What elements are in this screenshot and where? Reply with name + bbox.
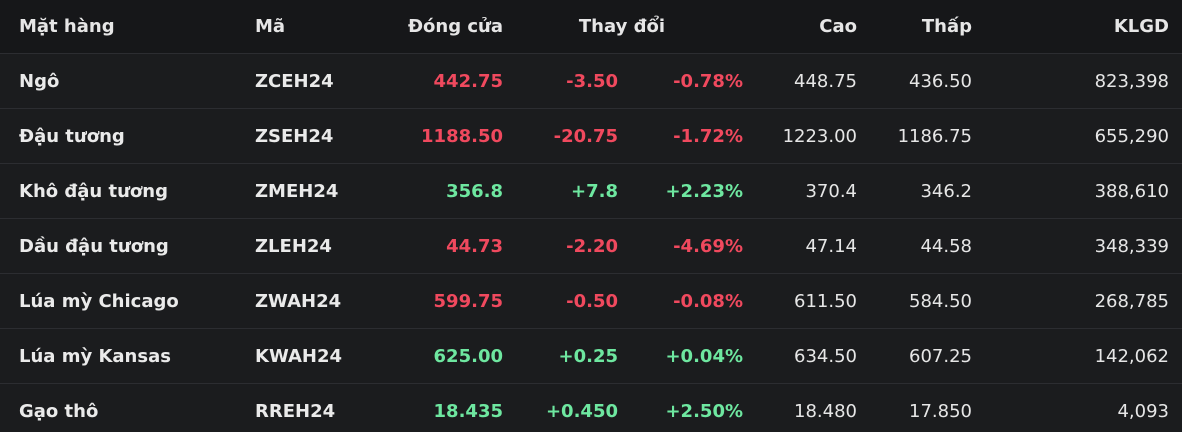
table-row[interactable]: Ngô ZCEH24 442.75 -3.50 -0.78% 448.75 436.50 82…: [0, 54, 1182, 109]
trade-volume: 268,785: [1094, 290, 1169, 312]
price-change: +0.450: [545, 400, 618, 422]
high-price: 18.480: [794, 400, 857, 422]
trade-volume: 142,062: [1094, 345, 1169, 367]
high-price: 370.4: [805, 180, 857, 202]
price-change: +0.25: [558, 345, 619, 367]
commodity-code: ZSEH24: [255, 125, 334, 147]
trade-volume: 823,398: [1094, 70, 1169, 92]
commodity-code: ZCEH24: [255, 70, 334, 92]
close-price: 44.73: [446, 235, 503, 257]
header-code[interactable]: Mã: [255, 16, 286, 37]
header-low[interactable]: Thấp: [921, 16, 972, 37]
table-row[interactable]: Lúa mỳ Kansas KWAH24 625.00 +0.25 +0.04% 634.…: [0, 329, 1182, 384]
commodity-code: KWAH24: [255, 345, 343, 367]
low-price: 436.50: [909, 70, 972, 92]
commodity-name: Lúa mỳ Chicago: [19, 290, 179, 312]
commodity-code: ZMEH24: [255, 180, 339, 202]
trade-volume: 4,093: [1117, 400, 1169, 422]
header-close[interactable]: Đóng cửa: [407, 16, 503, 37]
commodity-name: Lúa mỳ Kansas: [19, 345, 171, 367]
price-change: +7.8: [571, 180, 618, 202]
commodity-name: Dầu đậu tương: [19, 235, 169, 257]
table-row[interactable]: Khô đậu tương ZMEH24 356.8 +7.8 +2.23% 370.4 3…: [0, 164, 1182, 219]
trade-volume: 388,610: [1094, 180, 1169, 202]
high-price: 634.50: [794, 345, 857, 367]
high-price: 611.50: [794, 290, 857, 312]
percent-change: -0.78%: [673, 70, 743, 92]
percent-change: +2.23%: [665, 180, 743, 202]
table-row[interactable]: Dầu đậu tương ZLEH24 44.73 -2.20 -4.69% 47.14…: [0, 219, 1182, 274]
price-change: -20.75: [553, 125, 618, 147]
header-name[interactable]: Mặt hàng: [19, 16, 115, 37]
close-price: 442.75: [433, 70, 503, 92]
percent-change: -4.69%: [673, 235, 743, 257]
percent-change: +0.04%: [665, 345, 743, 367]
low-price: 44.58: [920, 235, 972, 257]
commodity-name: Ngô: [19, 70, 60, 92]
low-price: 1186.75: [897, 125, 972, 147]
table-row[interactable]: Lúa mỳ Chicago ZWAH24 599.75 -0.50 -0.08% 611…: [0, 274, 1182, 329]
commodity-name: Khô đậu tương: [19, 180, 168, 202]
close-price: 18.435: [433, 400, 503, 422]
close-price: 625.00: [433, 345, 503, 367]
close-price: 356.8: [446, 180, 503, 202]
header-high[interactable]: Cao: [819, 16, 857, 37]
percent-change: -0.08%: [673, 290, 743, 312]
high-price: 47.14: [805, 235, 857, 257]
commodity-name: Gạo thô: [19, 400, 99, 422]
header-change[interactable]: Thay đổi: [578, 16, 665, 37]
percent-change: +2.50%: [665, 400, 743, 422]
low-price: 607.25: [909, 345, 972, 367]
price-change: -0.50: [566, 290, 618, 312]
table-row[interactable]: Gạo thô RREH24 18.435 +0.450 +2.50% 18.480 17.…: [0, 384, 1182, 432]
commodity-name: Đậu tương: [19, 125, 125, 147]
price-change: -3.50: [566, 70, 618, 92]
low-price: 17.850: [909, 400, 972, 422]
trade-volume: 655,290: [1094, 125, 1169, 147]
price-change: -2.20: [566, 235, 618, 257]
table-body: Ngô ZCEH24 442.75 -3.50 -0.78% 448.75 436.50 82…: [0, 54, 1182, 432]
header-volume[interactable]: KLGD: [1113, 16, 1169, 37]
low-price: 584.50: [909, 290, 972, 312]
high-price: 1223.00: [782, 125, 857, 147]
commodity-code: RREH24: [255, 400, 336, 422]
close-price: 599.75: [433, 290, 503, 312]
commodity-code: ZWAH24: [255, 290, 342, 312]
high-price: 448.75: [794, 70, 857, 92]
close-price: 1188.50: [421, 125, 503, 147]
table-row[interactable]: Đậu tương ZSEH24 1188.50 -20.75 -1.72% 1223.0…: [0, 109, 1182, 164]
low-price: 346.2: [920, 180, 972, 202]
trade-volume: 348,339: [1094, 235, 1169, 257]
commodity-code: ZLEH24: [255, 235, 332, 257]
table-header: Mặt hàng Mã Đóng cửa Thay đổi Cao Thấp K…: [0, 0, 1182, 54]
percent-change: -1.72%: [673, 125, 743, 147]
